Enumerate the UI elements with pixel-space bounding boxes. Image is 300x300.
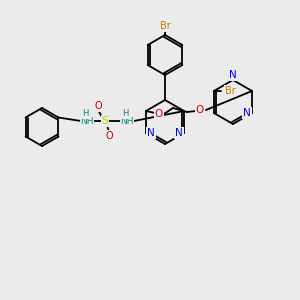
Text: S: S — [101, 116, 109, 126]
Text: NH: NH — [120, 116, 134, 125]
Text: O: O — [155, 109, 163, 119]
Text: O: O — [105, 131, 113, 141]
Text: N: N — [175, 128, 183, 138]
Text: N: N — [229, 70, 237, 80]
Text: O: O — [94, 101, 102, 111]
Text: H: H — [122, 110, 128, 118]
Text: Br: Br — [160, 21, 170, 31]
Text: NH: NH — [80, 116, 94, 125]
Text: O: O — [196, 105, 204, 115]
Text: Br: Br — [224, 86, 235, 96]
Text: N: N — [147, 128, 155, 138]
Text: N: N — [243, 108, 251, 118]
Text: H: H — [82, 110, 88, 118]
